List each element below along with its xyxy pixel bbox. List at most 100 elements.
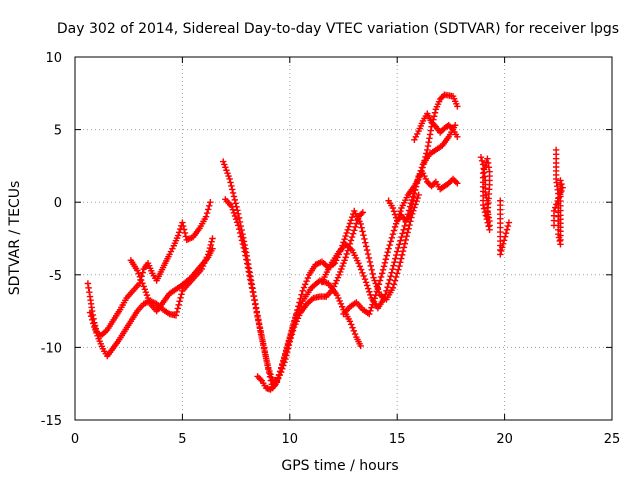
data-point (247, 280, 255, 287)
data-point (232, 215, 240, 223)
data-point (169, 245, 176, 252)
data-point (231, 196, 239, 204)
series-track-b (86, 235, 216, 360)
data-point (86, 289, 93, 296)
data-point (255, 321, 263, 328)
data-point (389, 204, 397, 212)
data-point (224, 169, 231, 177)
axis-ticks (74, 56, 613, 421)
data-point (485, 164, 493, 171)
data-point (186, 275, 193, 283)
data-point (403, 233, 410, 240)
data-point (362, 239, 369, 246)
data-point (142, 289, 150, 296)
data-point (422, 175, 430, 183)
data-point (411, 190, 418, 197)
data-point (336, 271, 343, 278)
data-point (390, 262, 397, 269)
data-point (284, 342, 292, 349)
data-point (387, 273, 394, 280)
data-point (427, 127, 435, 134)
data-point (240, 244, 247, 252)
data-point (91, 323, 98, 331)
data-point (408, 204, 415, 212)
data-point (556, 237, 563, 245)
series-track-k (477, 153, 493, 233)
data-point (208, 238, 215, 245)
data-point (347, 237, 355, 244)
data-point (363, 246, 371, 254)
data-point (136, 273, 144, 281)
data-point (241, 248, 248, 255)
data-point (172, 312, 180, 319)
data-point (372, 280, 379, 287)
data-point (221, 161, 228, 168)
data-point (87, 312, 95, 320)
x-tick-label: 15 (389, 432, 406, 447)
data-point (179, 219, 186, 226)
data-point (339, 303, 346, 310)
data-point (257, 328, 265, 336)
data-point (415, 191, 422, 199)
data-point (283, 345, 291, 352)
series-track-d (220, 158, 367, 384)
data-point (254, 313, 261, 321)
data-point (406, 212, 414, 219)
data-point (484, 159, 492, 167)
data-point (299, 287, 306, 294)
data-point (242, 252, 249, 259)
data-point (386, 241, 393, 249)
data-point (480, 205, 488, 212)
data-point (363, 282, 371, 289)
data-point (367, 307, 374, 315)
data-point (553, 201, 560, 208)
data-point (235, 210, 242, 218)
data-point (177, 294, 184, 302)
data-point (361, 275, 369, 283)
data-point (396, 241, 403, 248)
data-point (231, 212, 239, 220)
data-point (365, 254, 373, 262)
data-point (262, 355, 270, 362)
data-point (84, 280, 92, 287)
data-point (134, 267, 141, 274)
data-point (371, 295, 378, 302)
data-point (248, 284, 256, 291)
data-point (393, 251, 400, 259)
data-point (373, 288, 380, 295)
data-point (390, 208, 398, 215)
data-point (421, 172, 428, 180)
data-point (384, 283, 391, 291)
data-point (174, 305, 181, 312)
data-point (425, 138, 432, 146)
data-point (232, 200, 239, 207)
data-point (504, 222, 512, 230)
data-point (286, 335, 293, 342)
data-point (381, 259, 389, 266)
data-point (390, 227, 398, 234)
grid (75, 57, 612, 420)
data-point (341, 236, 348, 243)
data-point (204, 206, 212, 213)
data-point (365, 285, 372, 292)
data-point (413, 179, 421, 187)
data-point (482, 162, 489, 170)
data-point (278, 365, 285, 372)
plot-frame (74, 56, 613, 421)
data-point (399, 230, 406, 237)
data-point (167, 248, 175, 255)
data-point (431, 109, 439, 116)
y-tick-labels: -15 -10 -5 0 5 10 (41, 51, 62, 429)
data-point (454, 180, 461, 187)
data-point (259, 336, 266, 343)
data-point (377, 273, 385, 281)
data-point (233, 219, 241, 226)
data-point (379, 266, 387, 274)
data-point (355, 259, 362, 267)
data-point (367, 291, 374, 299)
data-point (202, 213, 210, 220)
data-point (166, 251, 173, 258)
data-point (229, 186, 236, 193)
data-point (454, 103, 461, 110)
data-point (388, 234, 396, 241)
